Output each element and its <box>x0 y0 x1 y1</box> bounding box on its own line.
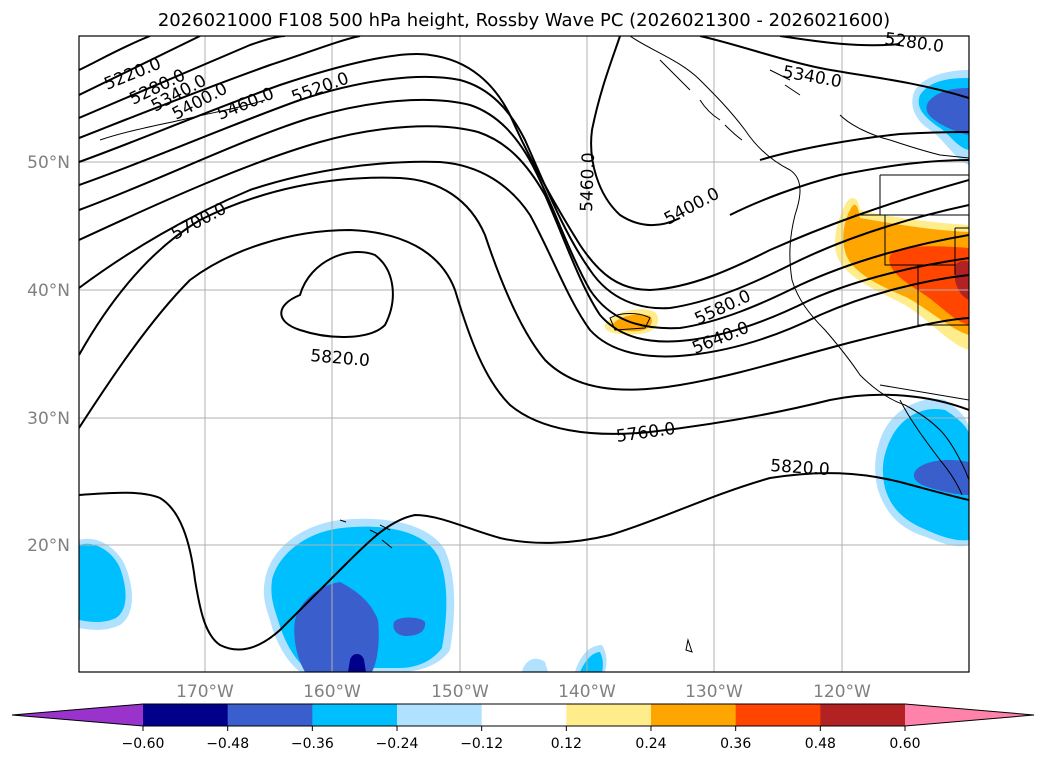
colorbar-tick-label: −0.36 <box>291 736 334 752</box>
colorbar-swatch <box>312 704 398 726</box>
lat-label: 50°N <box>27 153 70 173</box>
lon-label: 140°W <box>558 682 616 702</box>
lon-label: 130°W <box>685 682 743 702</box>
latitude-labels: 50°N 40°N 30°N 20°N <box>27 153 70 556</box>
colorbar-swatch <box>481 704 567 726</box>
colorbar-tick-label: 0.48 <box>805 736 836 752</box>
map-frame <box>78 35 970 673</box>
colorbar-swatch <box>820 704 906 726</box>
colorbar-swatch <box>397 704 483 726</box>
colorbar-swatch <box>143 704 229 726</box>
colorbar-tick-label: 0.60 <box>889 736 920 752</box>
colorbar-extend-min <box>12 704 143 726</box>
longitude-labels: 170°W 160°W 150°W 140°W 130°W 120°W <box>176 682 871 702</box>
colorbar-swatch <box>735 704 821 726</box>
height-contours <box>79 36 969 651</box>
lat-label: 20°N <box>27 536 70 556</box>
map-title: 2026021000 F108 500 hPa height, Rossby W… <box>158 10 890 31</box>
lon-label: 150°W <box>431 682 489 702</box>
contour-label: 5820.0 <box>770 456 831 480</box>
map-area <box>79 36 969 672</box>
colorbar-tick-label: −0.48 <box>206 736 249 752</box>
colorbar-tick-label: 0.12 <box>551 736 582 752</box>
lat-label: 40°N <box>27 281 70 301</box>
colorbar-tick-label: −0.12 <box>460 736 503 752</box>
lon-label: 160°W <box>303 682 361 702</box>
colorbar-tick-label: 0.36 <box>720 736 751 752</box>
colorbar-tick-label: −0.24 <box>376 736 419 752</box>
colorbar-tick-label: −0.60 <box>122 736 165 752</box>
lat-label: 30°N <box>27 409 70 429</box>
lon-label: 120°W <box>813 682 871 702</box>
coastlines <box>99 36 969 653</box>
colorbar-swatch <box>651 704 737 726</box>
graticule <box>79 36 969 672</box>
lon-label: 170°W <box>176 682 234 702</box>
colorbar: −0.60 −0.48 −0.36 −0.24 −0.12 0.12 0.24 0.36 0.4… <box>11 703 1035 752</box>
colorbar-swatch <box>566 704 652 726</box>
colorbar-swatch <box>227 704 313 726</box>
colorbar-tick-label: 0.24 <box>635 736 666 752</box>
contour-label: 5460.0 <box>577 152 599 212</box>
colorbar-extend-max <box>905 704 1034 726</box>
